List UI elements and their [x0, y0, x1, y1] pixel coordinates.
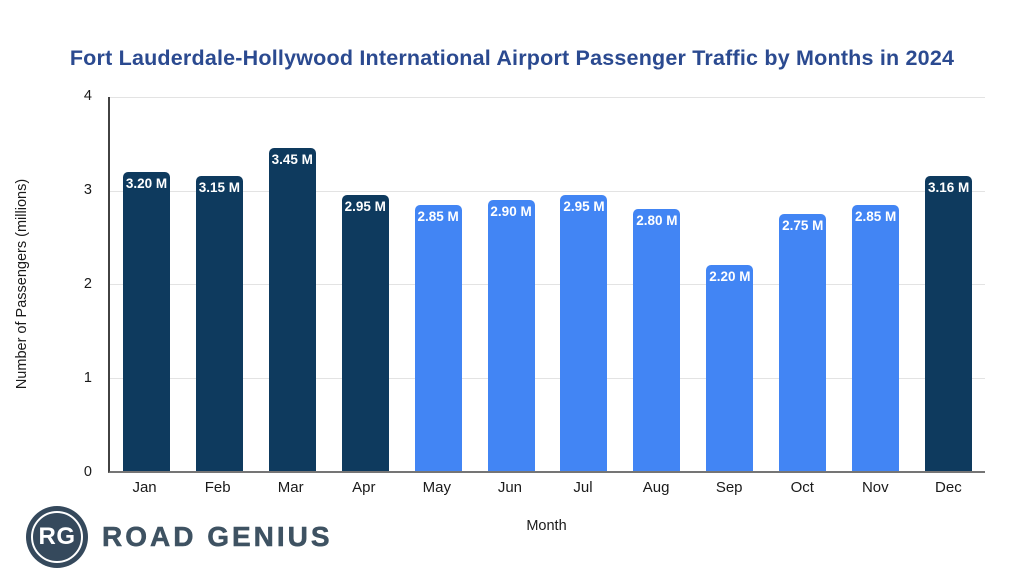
bar-value-label-aug: 2.80 M [636, 213, 678, 229]
bar-value-label-dec: 3.16 M [927, 179, 970, 195]
x-tick-label-may: May [422, 479, 452, 496]
bar-band-aug: 2.80 M [620, 97, 693, 471]
bar-jan: 3.20 M [122, 171, 170, 471]
bar-band-oct: 2.75 M [766, 97, 839, 471]
bar-band-may: 2.85 M [402, 97, 475, 471]
x-tick-label-mar: Mar [277, 479, 304, 496]
bar-value-label-nov: 2.85 M [855, 208, 897, 224]
y-tick-label-3: 3 [83, 182, 92, 198]
bar-value-label-mar: 3.45 M [271, 152, 313, 168]
bar-mar: 3.45 M [268, 148, 316, 471]
y-axis-tick-labels: 0 1 2 3 4 [66, 88, 100, 480]
logo-ring: RG [31, 511, 83, 563]
bar-sep: 2.20 M [706, 265, 754, 471]
gridline-2 [110, 284, 985, 285]
bar-oct: 2.75 M [779, 213, 827, 471]
bar-jul: 2.95 M [560, 195, 608, 471]
bar-value-label-jun: 2.90 M [490, 203, 532, 219]
bar-value-label-oct: 2.75 M [782, 217, 824, 233]
bar-band-dec: 3.16 M [912, 97, 985, 471]
y-tick-label-0: 0 [83, 464, 92, 480]
logo-initials: RG [38, 523, 76, 550]
bar-band-jun: 2.90 M [475, 97, 548, 471]
road-genius-logo: RG ROAD GENIUS [26, 506, 333, 568]
y-tick-label-2: 2 [83, 276, 92, 292]
road-genius-logo-icon: RG [26, 506, 88, 568]
bar-value-label-jul: 2.95 M [563, 199, 605, 215]
chart-title: Fort Lauderdale-Hollywood International … [69, 46, 955, 70]
gridline-3 [110, 190, 985, 192]
gridline-4 [110, 97, 985, 98]
bar-value-label-sep: 2.20 M [709, 269, 751, 285]
bar-band-mar: 3.45 M [256, 97, 329, 471]
x-tick-label-sep: Sep [715, 479, 743, 496]
bar-band-jan: 3.20 M [110, 97, 183, 471]
x-tick-label-feb: Feb [204, 479, 231, 496]
bar-band-apr: 2.95 M [329, 97, 402, 471]
bar-value-label-feb: 3.15 M [198, 180, 241, 196]
plot-area: 3.20 M 3.15 M 3.45 M 2.95 M 2.85 M 2.90 M 2.95… [108, 97, 985, 473]
x-tick-label-jan: Jan [132, 479, 157, 496]
bar-value-label-may: 2.85 M [417, 208, 459, 224]
y-axis-title: Number of Passengers (millions) [14, 178, 30, 390]
bar-aug: 2.80 M [633, 209, 681, 471]
bar-series: 3.20 M 3.15 M 3.45 M 2.95 M 2.85 M 2.90 M 2.95… [110, 97, 985, 471]
y-tick-label-4: 4 [83, 88, 92, 104]
bar-band-jul: 2.95 M [548, 97, 621, 471]
bar-feb: 3.15 M [195, 176, 243, 471]
x-tick-label-apr: Apr [352, 479, 376, 496]
x-tick-label-jul: Jul [573, 479, 593, 496]
bar-value-label-jan: 3.20 M [125, 175, 168, 191]
bar-value-label-apr: 2.95 M [344, 199, 386, 215]
gridline-1 [110, 377, 985, 379]
x-tick-label-dec: Dec [935, 479, 962, 496]
x-tick-label-jun: Jun [497, 479, 523, 496]
bar-nov: 2.85 M [852, 204, 900, 471]
x-tick-label-nov: Nov [861, 479, 889, 496]
bar-dec: 3.16 M [925, 175, 973, 471]
bar-band-sep: 2.20 M [693, 97, 766, 471]
logo-wordmark: ROAD GENIUS [102, 521, 333, 553]
bar-band-nov: 2.85 M [839, 97, 912, 471]
x-tick-label-oct: Oct [790, 479, 814, 496]
bar-band-feb: 3.15 M [183, 97, 256, 471]
bar-may: 2.85 M [414, 204, 462, 471]
bar-apr: 2.95 M [341, 195, 389, 471]
bar-jun: 2.90 M [487, 199, 535, 471]
y-tick-label-1: 1 [83, 370, 92, 386]
x-axis-title: Month [526, 518, 567, 534]
x-axis-tick-labels: Jan Feb Mar Apr May Jun Jul Aug Sep Oct Nov Dec [108, 479, 985, 496]
x-tick-label-aug: Aug [642, 479, 670, 496]
